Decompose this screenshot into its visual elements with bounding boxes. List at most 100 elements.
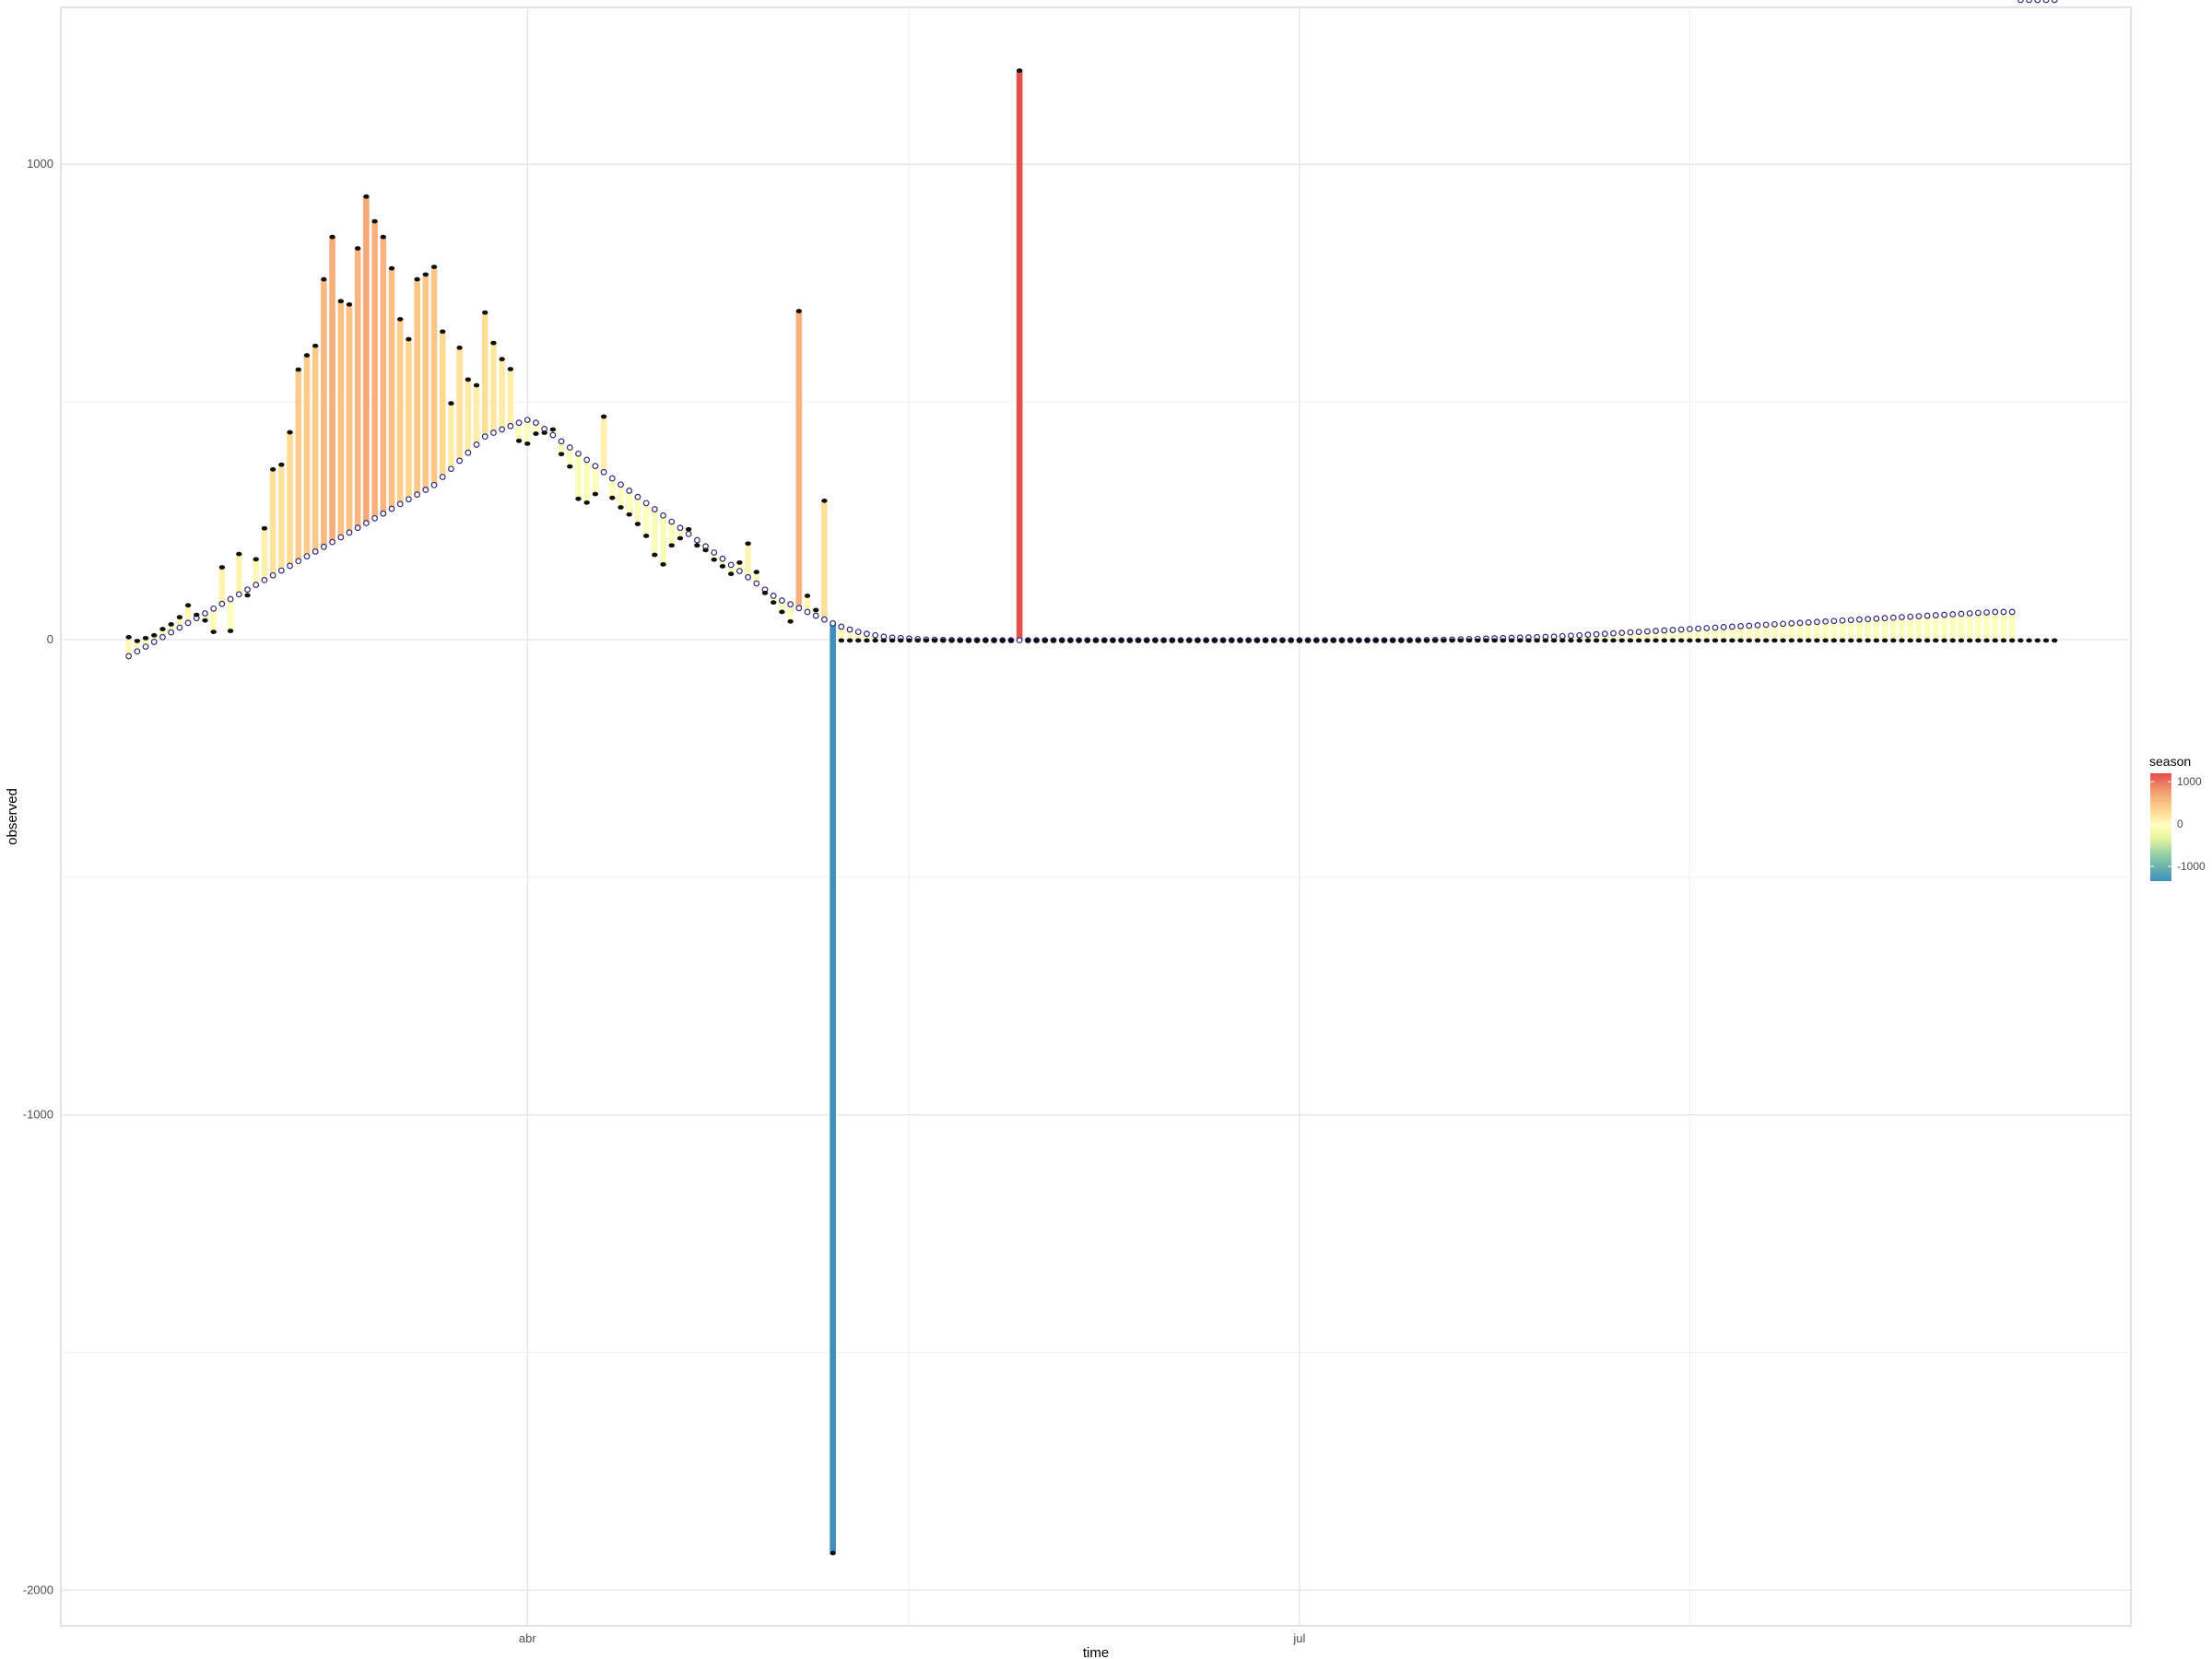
observed-marker: [142, 635, 149, 641]
trend-marker: [159, 633, 166, 641]
observed-marker: [312, 343, 319, 348]
trend-marker: [1720, 624, 1727, 630]
observed-marker: [440, 329, 446, 335]
trend-marker: [346, 529, 353, 536]
observed-marker: [1644, 638, 1651, 643]
observed-marker: [490, 340, 497, 346]
observed-marker: [1762, 638, 1770, 643]
observed-marker: [1737, 638, 1744, 643]
trend-marker: [618, 481, 624, 488]
trend-marker: [753, 580, 760, 587]
observed-marker: [1687, 638, 1693, 643]
observed-marker: [973, 638, 981, 643]
trend-marker: [150, 639, 158, 645]
observed-marker: [1237, 638, 1243, 643]
observed-marker: [1016, 68, 1023, 74]
observed-marker: [422, 272, 429, 277]
trend-marker: [439, 474, 446, 480]
season-bar: [1865, 618, 1871, 640]
trend-marker: [2017, 0, 2024, 4]
observed-marker: [1279, 638, 1286, 643]
observed-marker: [287, 429, 293, 435]
season-bar: [380, 238, 387, 513]
observed-marker: [396, 316, 404, 322]
trend-marker: [142, 643, 149, 651]
observed-marker: [1635, 638, 1642, 643]
x-tick-label: jul: [1292, 1631, 1305, 1645]
observed-marker: [1457, 638, 1465, 643]
observed-marker: [1135, 638, 1142, 643]
season-bar: [235, 555, 242, 594]
observed-marker: [1381, 638, 1388, 643]
observed-marker: [337, 299, 344, 304]
observed-marker: [1177, 638, 1184, 643]
observed-marker: [660, 561, 666, 567]
observed-marker: [549, 427, 557, 432]
trend-marker: [1643, 628, 1651, 635]
observed-marker: [194, 612, 200, 618]
trend-marker: [677, 524, 684, 532]
season-bar: [168, 625, 174, 632]
trend-marker: [1958, 610, 1965, 618]
season-bar: [1983, 611, 1990, 640]
x-tick-labels: abr jul: [519, 1631, 1306, 1645]
observed-marker: [2008, 638, 2016, 643]
observed-marker: [1229, 638, 1235, 643]
trend-marker: [2042, 0, 2050, 4]
observed-marker: [388, 265, 395, 271]
observed-marker: [1253, 638, 1261, 643]
observed-marker: [1186, 638, 1193, 643]
season-bar: [354, 249, 361, 527]
season-bar: [575, 453, 582, 499]
season-bar: [660, 514, 666, 564]
observed-marker: [1406, 638, 1413, 643]
trend-marker: [1686, 626, 1693, 632]
season-bar: [668, 520, 676, 545]
season-bar: [303, 356, 311, 556]
season-bar: [745, 544, 751, 577]
trend-marker: [735, 568, 743, 575]
observed-marker: [1475, 638, 1481, 643]
season-bar: [430, 267, 438, 485]
season-bar: [1966, 612, 1973, 640]
observed-marker: [2034, 638, 2041, 643]
season-bar: [795, 312, 803, 607]
season-bar: [677, 526, 684, 538]
observed-marker: [1814, 638, 1820, 643]
trend-marker: [1016, 637, 1023, 644]
season-bar: [439, 332, 446, 477]
observed-marker: [1839, 638, 1846, 643]
season-bar: [490, 344, 497, 432]
season-bar: [787, 603, 794, 621]
observed-marker: [771, 600, 777, 606]
trend-marker: [592, 463, 599, 470]
trend-marker: [821, 616, 828, 623]
observed-marker: [795, 309, 803, 313]
trend-marker: [583, 456, 591, 464]
observed-marker: [1983, 638, 1990, 643]
observed-marker: [202, 618, 208, 623]
season-bar: [1839, 619, 1846, 640]
trend-marker: [329, 538, 335, 546]
season-bar: [583, 458, 591, 502]
observed-marker: [1534, 638, 1540, 643]
observed-marker: [1933, 638, 1939, 643]
season-bar: [1873, 618, 1880, 640]
season-bar: [1737, 625, 1744, 640]
trend-marker: [1932, 612, 1939, 618]
season-bar: [727, 563, 735, 573]
season-bar: [1669, 629, 1677, 640]
season-bar: [618, 483, 624, 507]
season-bar: [346, 305, 353, 532]
trend-marker: [253, 582, 260, 588]
observed-marker: [2051, 638, 2058, 643]
observed-marker: [1041, 638, 1048, 643]
season-bar: [642, 501, 650, 535]
trend-marker: [558, 438, 565, 445]
season-bar: [1814, 620, 1820, 640]
trend-marker: [2008, 608, 2016, 616]
season-bar: [1720, 626, 1727, 640]
observed-marker: [1423, 638, 1430, 643]
season-bar: [1881, 617, 1888, 640]
observed-marker: [1025, 638, 1031, 643]
